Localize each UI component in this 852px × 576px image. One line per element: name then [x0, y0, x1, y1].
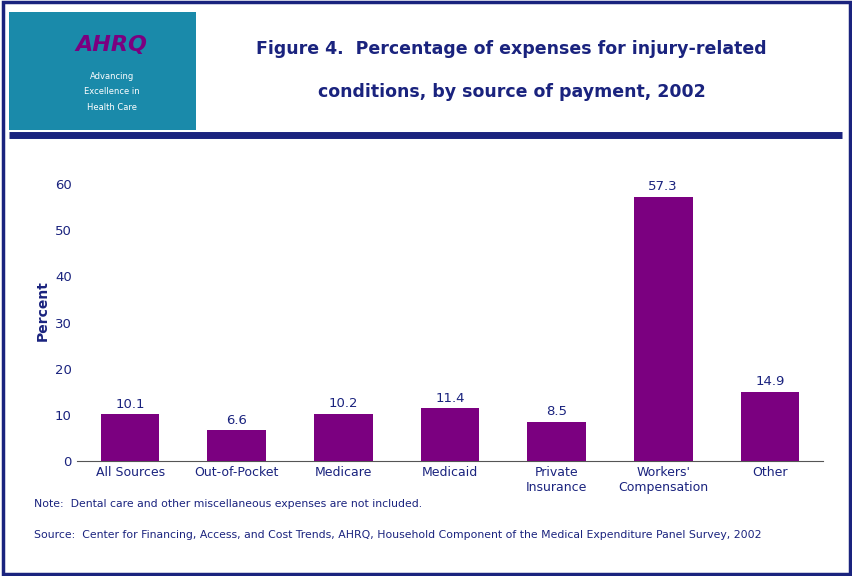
- Text: Figure 4.  Percentage of expenses for injury-related: Figure 4. Percentage of expenses for inj…: [256, 40, 766, 58]
- Bar: [207, 430, 266, 461]
- Text: conditions, by source of payment, 2002: conditions, by source of payment, 2002: [318, 83, 705, 101]
- Text: 8.5: 8.5: [545, 405, 567, 418]
- Bar: [101, 414, 159, 461]
- Text: Note:  Dental care and other miscellaneous expenses are not included.: Note: Dental care and other miscellaneou…: [34, 499, 422, 509]
- Text: 10.2: 10.2: [328, 397, 358, 410]
- Text: 10.1: 10.1: [115, 397, 145, 411]
- Bar: [740, 392, 798, 461]
- Y-axis label: Percent: Percent: [36, 281, 49, 342]
- Bar: [314, 414, 372, 461]
- Text: Source:  Center for Financing, Access, and Cost Trends, AHRQ, Household Componen: Source: Center for Financing, Access, an…: [34, 529, 761, 540]
- Text: 11.4: 11.4: [435, 392, 464, 404]
- Text: AHRQ: AHRQ: [76, 35, 147, 55]
- Text: Excellence in: Excellence in: [83, 88, 140, 96]
- Text: Advancing: Advancing: [89, 72, 134, 81]
- Text: 6.6: 6.6: [226, 414, 247, 427]
- Bar: [527, 422, 585, 461]
- Bar: [633, 197, 692, 461]
- Text: 57.3: 57.3: [648, 180, 677, 193]
- Text: 14.9: 14.9: [754, 376, 784, 388]
- Text: Health Care: Health Care: [87, 103, 136, 112]
- Bar: [420, 408, 479, 461]
